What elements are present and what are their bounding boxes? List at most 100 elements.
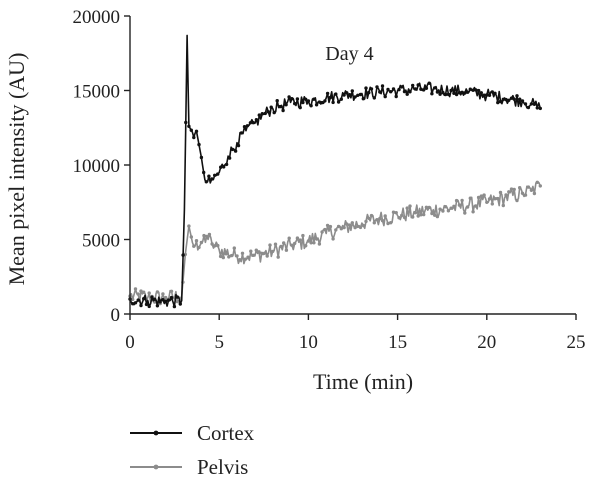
data-point: [239, 131, 244, 135]
data-point: [314, 237, 319, 241]
x-tick-label: 0: [125, 332, 135, 353]
data-point: [278, 104, 282, 109]
legend-label: Pelvis: [197, 455, 248, 479]
data-point: [391, 210, 396, 214]
data-point: [254, 248, 258, 252]
data-point: [230, 147, 235, 152]
data-point: [498, 190, 503, 195]
data-point: [358, 92, 363, 97]
data-point: [320, 230, 324, 234]
data-point: [389, 221, 393, 225]
data-point: [441, 90, 445, 95]
data-point: [378, 216, 382, 221]
data-point: [454, 92, 459, 97]
data-point: [175, 295, 180, 299]
data-point: [312, 241, 316, 245]
legend: Cortex Pelvis: [130, 421, 255, 479]
data-point: [192, 135, 196, 140]
data-point: [493, 91, 497, 96]
data-point: [147, 304, 151, 309]
data-point: [430, 92, 434, 96]
data-point: [202, 233, 206, 238]
data-point: [504, 97, 508, 102]
data-point: [411, 215, 415, 219]
data-point: [515, 198, 519, 203]
data-point: [347, 93, 352, 97]
data-point: [449, 206, 453, 210]
y-tick-label: 0: [111, 305, 121, 326]
data-point: [526, 105, 531, 110]
data-point: [139, 303, 143, 308]
data-point: [538, 106, 542, 111]
data-point: [236, 143, 241, 148]
data-point: [222, 165, 226, 169]
data-point: [424, 205, 429, 209]
data-point: [512, 97, 516, 101]
data-point: [242, 125, 247, 129]
data-point: [364, 219, 368, 224]
x-ticks: 0 5 10 15 20 25: [125, 314, 586, 353]
series-cortex: [128, 34, 542, 309]
data-point: [496, 196, 500, 201]
x-axis-title: Time (min): [313, 369, 413, 394]
data-point: [356, 224, 360, 229]
data-point: [181, 253, 185, 257]
data-point: [306, 239, 311, 243]
data-point: [386, 221, 390, 226]
data-point: [290, 243, 294, 247]
data-point: [367, 216, 371, 220]
data-point: [369, 87, 374, 91]
data-point: [372, 96, 376, 100]
data-point: [345, 222, 349, 226]
data-point: [402, 215, 407, 220]
data-point: [413, 87, 418, 91]
data-point: [325, 91, 330, 96]
data-point: [397, 216, 401, 220]
data-point: [509, 96, 514, 100]
data-point: [301, 100, 305, 105]
data-point: [438, 92, 442, 96]
data-point: [249, 249, 253, 253]
data-point: [430, 211, 434, 216]
data-point: [504, 193, 508, 197]
data-point: [364, 86, 368, 90]
data-point: [314, 103, 319, 107]
data-point: [184, 120, 188, 125]
data-point: [339, 97, 343, 101]
data-point: [482, 93, 486, 97]
data-point: [471, 210, 475, 214]
data-point: [178, 302, 182, 306]
data-point: [361, 97, 365, 101]
data-point: [422, 212, 426, 217]
y-axis-title: Mean pixel intensity (AU): [4, 53, 29, 286]
data-point: [356, 93, 360, 98]
data-point: [161, 298, 165, 302]
data-point: [172, 304, 177, 309]
data-point: [268, 243, 272, 247]
data-point: [323, 99, 327, 103]
data-point: [254, 118, 259, 122]
data-point: [353, 225, 357, 230]
x-tick-label: 15: [388, 332, 407, 353]
data-point: [485, 200, 489, 204]
data-point: [482, 193, 486, 197]
data-point: [529, 102, 534, 106]
data-point: [471, 88, 475, 92]
data-point: [213, 244, 217, 248]
data-point: [240, 251, 245, 255]
data-point: [465, 90, 470, 94]
data-point: [187, 124, 191, 128]
data-point: [532, 102, 537, 107]
data-point: [380, 84, 385, 88]
data-point: [383, 94, 387, 99]
data-point: [199, 240, 204, 245]
data-point: [397, 87, 401, 92]
data-point: [199, 155, 204, 160]
data-point: [518, 97, 522, 101]
data-point: [526, 185, 531, 189]
data-point: [238, 258, 242, 262]
y-tick-label: 15000: [73, 82, 121, 103]
data-point: [400, 213, 404, 218]
data-point: [375, 218, 379, 222]
